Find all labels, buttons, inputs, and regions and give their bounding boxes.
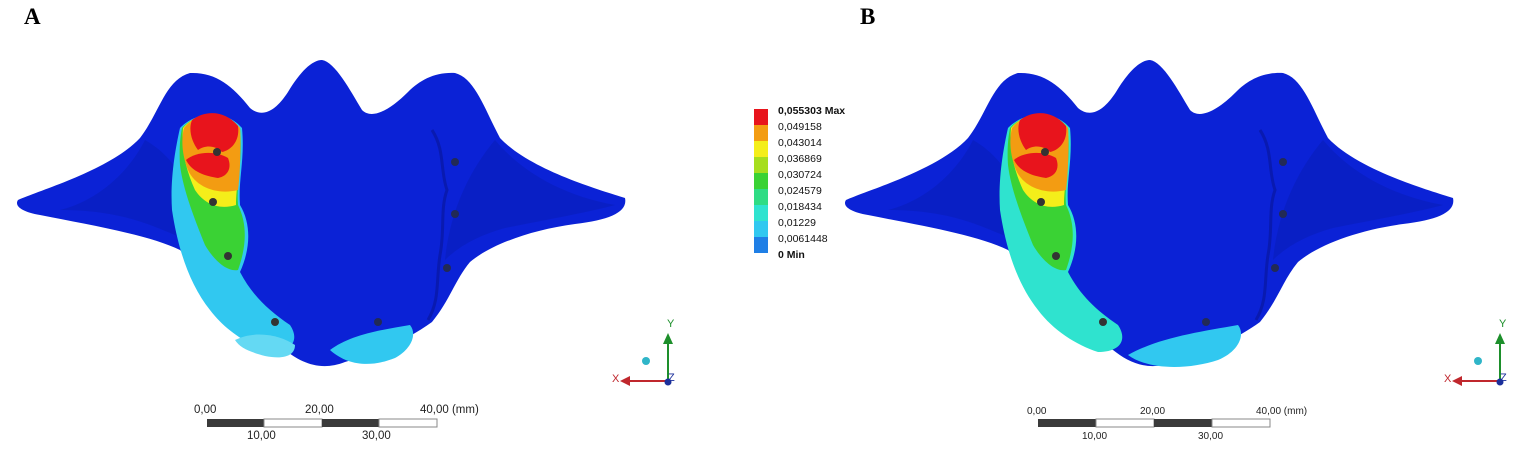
legend-label: 0,024579 xyxy=(778,185,822,197)
scale-label: 40,00 (mm) xyxy=(420,404,479,416)
scale-label: 20,00 xyxy=(305,404,334,416)
legend-label-min: 0 Min xyxy=(778,249,805,261)
legend-label: 0,018434 xyxy=(778,201,822,213)
scale-label: 0,00 xyxy=(1027,406,1047,417)
legend-label: 0,049158 xyxy=(778,121,822,133)
panel-label-b: B xyxy=(860,4,876,29)
legend-swatch xyxy=(754,173,768,189)
scale-label: 10,00 xyxy=(247,430,276,442)
legend-swatch xyxy=(754,237,768,253)
axis-label-z: Z xyxy=(668,372,675,384)
legend-swatch xyxy=(754,221,768,237)
fea-model-a xyxy=(15,58,627,368)
legend-swatch xyxy=(754,125,768,141)
scale-label: 10,00 xyxy=(1082,431,1108,442)
axis-triad-a xyxy=(620,333,673,386)
legend-label: 0,030724 xyxy=(778,169,822,181)
axis-label-y: Y xyxy=(1499,318,1507,330)
scale-label: 30,00 xyxy=(362,430,391,442)
legend-label: 0,0061448 xyxy=(778,233,828,245)
axis-label-x: X xyxy=(1444,373,1452,385)
scale-bar-b xyxy=(1038,418,1271,428)
axis-label-x: X xyxy=(612,373,620,385)
scale-label: 40,00 (mm) xyxy=(1256,406,1308,417)
legend-swatch xyxy=(754,109,768,125)
axis-label-y: Y xyxy=(667,318,675,330)
axis-triad-b xyxy=(1452,333,1505,386)
legend-label: 0,036869 xyxy=(778,153,822,165)
scale-bar-a xyxy=(207,418,438,428)
scale-label: 0,00 xyxy=(194,404,217,416)
legend-swatch xyxy=(754,141,768,157)
legend-swatch xyxy=(754,157,768,173)
scale-label: 20,00 xyxy=(1140,406,1166,417)
fea-model-b xyxy=(843,58,1455,368)
legend-swatch xyxy=(754,189,768,205)
legend-label: 0,01229 xyxy=(778,217,816,229)
panel-label-a: A xyxy=(24,4,41,29)
legend-label-max: 0,055303 Max xyxy=(778,105,846,117)
scale-label: 30,00 xyxy=(1198,431,1224,442)
legend-swatch xyxy=(754,205,768,221)
legend-label: 0,043014 xyxy=(778,137,822,149)
axis-label-z: Z xyxy=(1500,372,1507,384)
